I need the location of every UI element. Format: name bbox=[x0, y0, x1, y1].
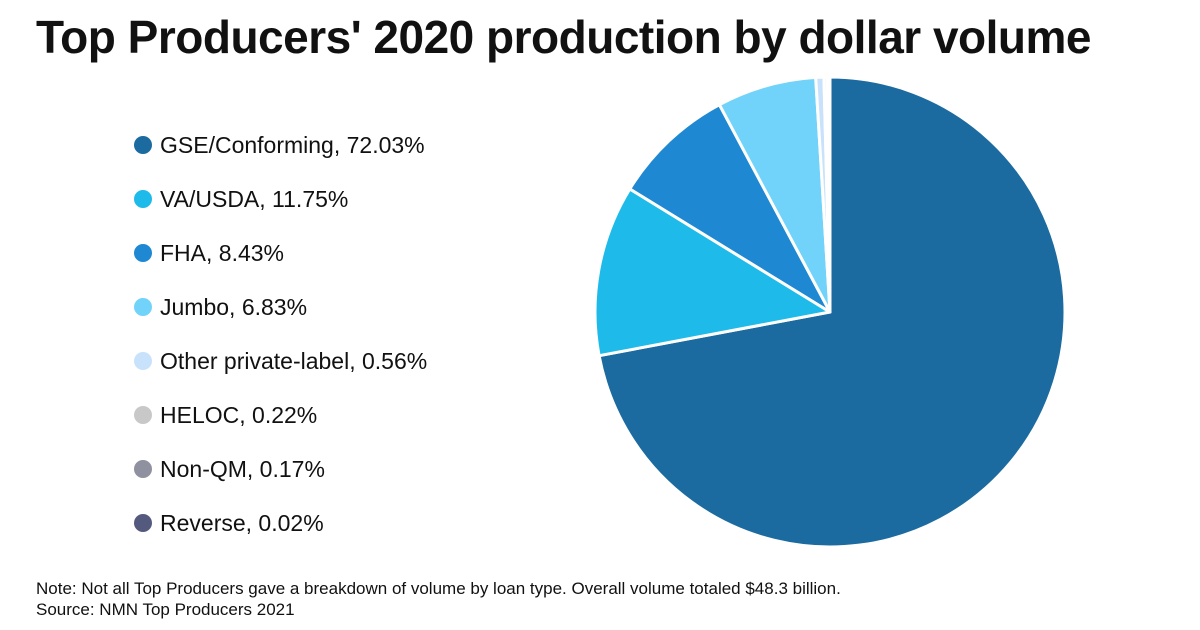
pie-slice-va-usda bbox=[593, 187, 832, 358]
legend-item: HELOC, 0.22% bbox=[134, 388, 427, 442]
legend-swatch bbox=[134, 298, 152, 316]
legend-swatch bbox=[134, 514, 152, 532]
pie-slice-fha bbox=[628, 103, 832, 314]
legend-label: Non-QM, 0.17% bbox=[160, 455, 325, 482]
legend-swatch bbox=[134, 244, 152, 262]
legend-item: VA/USDA, 11.75% bbox=[134, 172, 427, 226]
legend-label: FHA, 8.43% bbox=[160, 239, 284, 266]
legend-label: VA/USDA, 11.75% bbox=[160, 185, 349, 212]
legend-item: Non-QM, 0.17% bbox=[134, 442, 427, 496]
legend-swatch bbox=[134, 460, 152, 478]
legend-item: GSE/Conforming, 72.03% bbox=[134, 118, 427, 172]
legend-item: Reverse, 0.02% bbox=[134, 496, 427, 550]
legend-swatch bbox=[134, 406, 152, 424]
legend-item: FHA, 8.43% bbox=[134, 226, 427, 280]
legend-label: HELOC, 0.22% bbox=[160, 401, 318, 428]
legend-label: Reverse, 0.02% bbox=[160, 509, 324, 536]
legend-swatch bbox=[134, 136, 152, 154]
source-text: Source: NMN Top Producers 2021 bbox=[36, 600, 295, 619]
note-text: Note: Not all Top Producers gave a break… bbox=[36, 579, 841, 598]
legend-swatch bbox=[134, 190, 152, 208]
legend: GSE/Conforming, 72.03% VA/USDA, 11.75% F… bbox=[134, 118, 427, 550]
legend-item: Other private-label, 0.56% bbox=[134, 334, 427, 388]
legend-item: Jumbo, 6.83% bbox=[134, 280, 427, 334]
footnote: Note: Not all Top Producers gave a break… bbox=[36, 578, 841, 620]
legend-label: Other private-label, 0.56% bbox=[160, 347, 428, 374]
legend-label: Jumbo, 6.83% bbox=[160, 293, 308, 320]
pie-chart bbox=[593, 75, 1067, 549]
chart-title: Top Producers' 2020 production by dollar… bbox=[36, 11, 1092, 63]
pie-slice-gse-conforming bbox=[597, 75, 1067, 549]
legend-swatch bbox=[134, 352, 152, 370]
legend-label: GSE/Conforming, 72.03% bbox=[160, 131, 425, 158]
